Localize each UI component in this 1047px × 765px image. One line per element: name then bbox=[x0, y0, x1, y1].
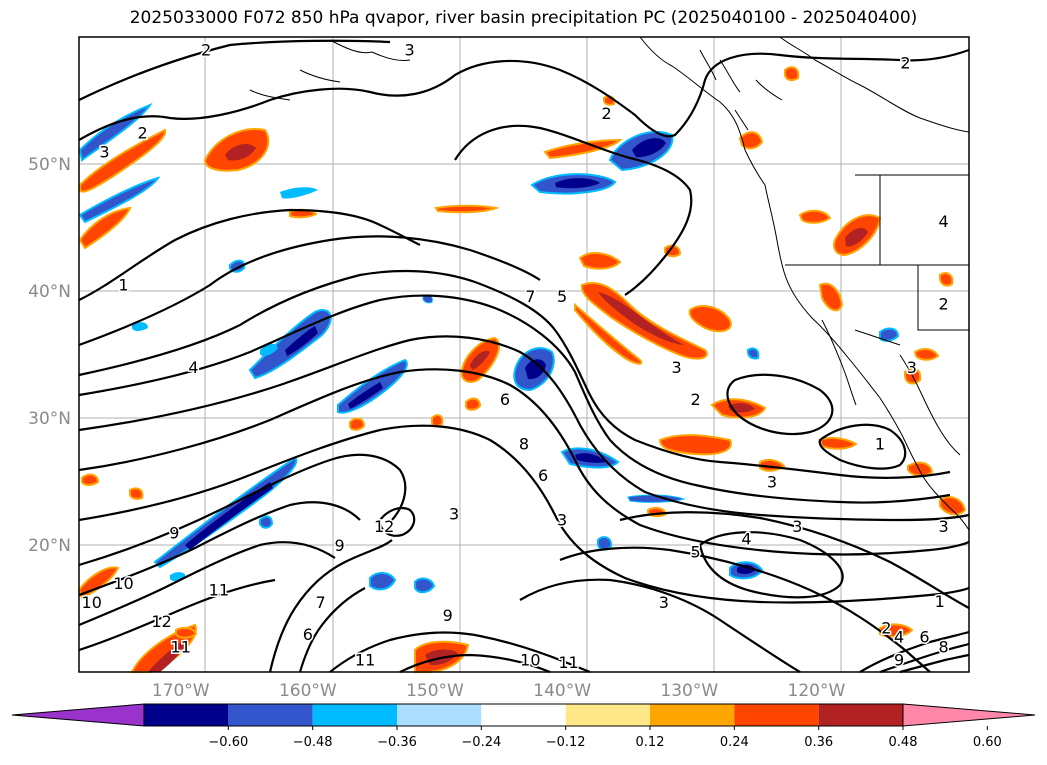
contour-label: 8 bbox=[938, 638, 948, 657]
contour-label: 1 bbox=[935, 592, 945, 611]
contour-label: 10 bbox=[520, 650, 540, 669]
contour-label: 4 bbox=[188, 358, 198, 377]
lon-label: 170°W bbox=[152, 681, 210, 701]
contour-label: 11 bbox=[558, 653, 578, 672]
contour-label: 4 bbox=[894, 627, 904, 646]
colorbar-tick-label: 0.12 bbox=[636, 735, 665, 750]
colorbar-extend-max bbox=[902, 703, 1036, 727]
colorbar-segment bbox=[565, 704, 650, 726]
colorbar-tick-label: 0.24 bbox=[720, 735, 749, 750]
colorbar-segment bbox=[397, 704, 482, 726]
contour-label: 2 bbox=[602, 104, 612, 123]
contour-label: 3 bbox=[767, 473, 777, 492]
longitude-labels: 170°W 160°W 150°W 140°W 130°W 120°W bbox=[152, 681, 846, 701]
lat-label: 30°N bbox=[28, 409, 71, 429]
lat-label: 40°N bbox=[28, 282, 71, 302]
lon-label: 140°W bbox=[533, 681, 591, 701]
colorbar-tick-label: 0.60 bbox=[973, 735, 1002, 750]
colorbar-segment bbox=[312, 704, 397, 726]
contour-label: 7 bbox=[525, 287, 535, 306]
lat-label: 20°N bbox=[28, 536, 71, 556]
contour-label: 12 bbox=[151, 612, 171, 631]
lon-label: 120°W bbox=[788, 681, 846, 701]
contour-label: 2 bbox=[137, 123, 147, 142]
contour-label: 3 bbox=[99, 142, 109, 161]
contour-label: 7 bbox=[315, 593, 325, 612]
contour-label: 5 bbox=[691, 542, 701, 561]
colorbar-tick-label: −0.24 bbox=[461, 735, 501, 750]
contour-label: 6 bbox=[919, 627, 929, 646]
precipitation-pc-shading bbox=[77, 66, 967, 673]
contour-label: 9 bbox=[335, 536, 345, 555]
contour-label: 6 bbox=[538, 466, 548, 485]
contour-label: 10 bbox=[113, 574, 133, 593]
contour-label: 8 bbox=[519, 434, 529, 453]
contour-label: 3 bbox=[671, 358, 681, 377]
contour-label: 3 bbox=[449, 504, 459, 523]
colorbar-tick-label: −0.48 bbox=[293, 735, 333, 750]
contour-label: 1 bbox=[875, 434, 885, 453]
contour-label: 11 bbox=[209, 580, 229, 599]
negative-anomalies bbox=[78, 102, 900, 594]
latitude-labels: 50°N 40°N 30°N 20°N bbox=[28, 155, 71, 556]
contour-label: 6 bbox=[500, 390, 510, 409]
contour-label: 2 bbox=[900, 53, 910, 72]
colorbar: −0.60 −0.48 −0.36 −0.24 −0.12 0.12 0.24 0.36 0.4… bbox=[11, 703, 1036, 750]
contour-label: 1 bbox=[118, 276, 128, 295]
contour-label: 3 bbox=[938, 517, 948, 536]
contour-label: 9 bbox=[169, 523, 179, 542]
colorbar-outline bbox=[143, 703, 904, 727]
contour-label: 3 bbox=[792, 517, 802, 536]
qvapor-contours bbox=[78, 39, 970, 674]
lon-label: 130°W bbox=[660, 681, 718, 701]
colorbar-tick-label: −0.60 bbox=[208, 735, 248, 750]
contour-label: 9 bbox=[894, 650, 904, 669]
colorbar-segment bbox=[734, 704, 819, 726]
contour-label: 12 bbox=[374, 517, 394, 536]
colorbar-segment bbox=[144, 704, 229, 726]
colorbar-tick-label: −0.12 bbox=[546, 735, 586, 750]
colorbar-segment bbox=[818, 704, 903, 726]
map-frame bbox=[78, 36, 970, 673]
contour-label: 10 bbox=[82, 593, 102, 612]
lon-label: 160°W bbox=[279, 681, 337, 701]
colorbar-segment bbox=[481, 704, 566, 726]
contour-label: 2 bbox=[881, 619, 891, 638]
map-title: 2025033000 F072 850 hPa qvapor, river ba… bbox=[129, 8, 918, 28]
contour-label: 3 bbox=[907, 358, 917, 377]
contour-label: 9 bbox=[443, 606, 453, 625]
contour-label: 2 bbox=[691, 390, 701, 409]
contour-label: 11 bbox=[355, 650, 375, 669]
contour-label: 3 bbox=[404, 41, 414, 60]
colorbar-tick-label: 0.36 bbox=[804, 735, 833, 750]
contour-label: 4 bbox=[741, 530, 751, 549]
colorbar-tick-label: 0.48 bbox=[889, 735, 918, 750]
positive-anomalies bbox=[77, 66, 967, 673]
colorbar-segment bbox=[228, 704, 313, 726]
contour-label: 2 bbox=[938, 295, 948, 314]
contour-label: 3 bbox=[557, 511, 567, 530]
colorbar-extend-min bbox=[11, 703, 145, 727]
lat-label: 50°N bbox=[28, 155, 71, 175]
coastlines bbox=[249, 36, 970, 531]
contour-label: 6 bbox=[303, 625, 313, 644]
contour-label: 11 bbox=[171, 638, 191, 657]
lon-label: 150°W bbox=[406, 681, 464, 701]
contour-label: 3 bbox=[659, 593, 669, 612]
contour-label: 2 bbox=[201, 41, 211, 60]
contour-label: 5 bbox=[557, 287, 567, 306]
colorbar-segment bbox=[650, 704, 735, 726]
contour-label: 4 bbox=[938, 212, 948, 231]
colorbar-tick-label: −0.36 bbox=[377, 735, 417, 750]
